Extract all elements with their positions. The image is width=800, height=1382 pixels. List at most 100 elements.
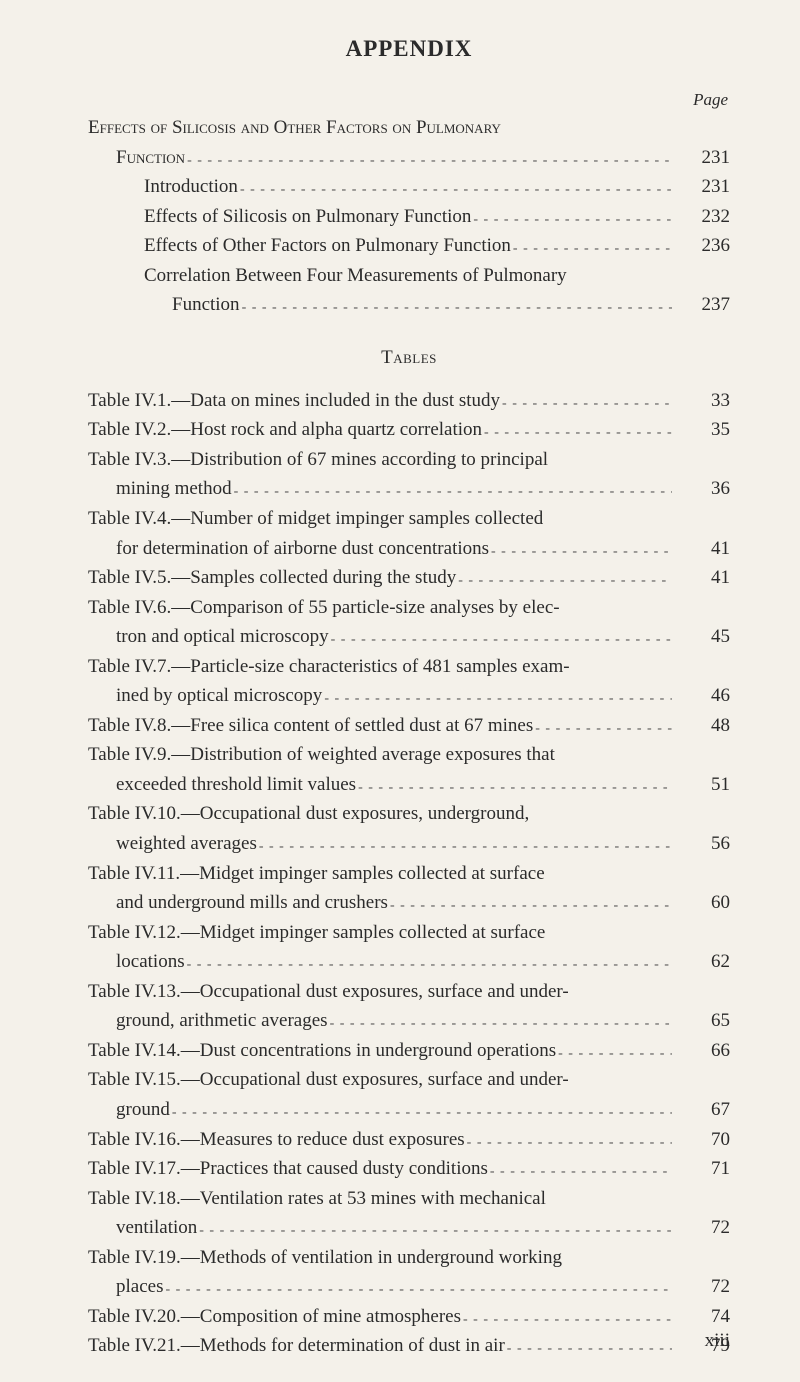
toc-label: Table IV.9.—Distribution of weighted ave… <box>88 744 555 765</box>
toc-page: 71 <box>672 1155 730 1183</box>
toc-page: 231 <box>672 173 730 201</box>
toc-label: Effects of Other Factors on Pulmonary Fu… <box>144 232 511 260</box>
toc-label: Table IV.17.—Practices that caused dusty… <box>88 1155 488 1183</box>
toc-entry-line1: Table IV.7.—Particle-size characteristic… <box>88 653 730 681</box>
toc-label: Table IV.19.—Methods of ventilation in u… <box>88 1247 562 1268</box>
toc-label: Table IV.18.—Ventilation rates at 53 min… <box>88 1188 546 1209</box>
leader-dots <box>465 1133 672 1153</box>
leader-dots <box>240 298 672 318</box>
leader-dots <box>489 542 672 562</box>
toc-page: 65 <box>672 1007 730 1035</box>
toc-page: 236 <box>672 232 730 260</box>
toc-label: Function <box>116 144 185 172</box>
toc-page: 41 <box>672 564 730 592</box>
leader-dots <box>388 896 672 916</box>
toc-label: and underground mills and crushers <box>116 889 388 917</box>
leader-dots <box>238 180 672 200</box>
toc-label: Introduction <box>144 173 238 201</box>
toc-entry-line2: places72 <box>88 1273 730 1301</box>
toc-entry-line1: Table IV.9.—Distribution of weighted ave… <box>88 741 730 769</box>
leader-dots <box>511 239 672 259</box>
leader-dots <box>163 1280 672 1300</box>
leader-dots <box>356 778 672 798</box>
toc-page: 66 <box>672 1037 730 1065</box>
toc-page: 60 <box>672 889 730 917</box>
toc-entry: Table IV.16.—Measures to reduce dust exp… <box>88 1126 730 1154</box>
toc-entry-line2: ground67 <box>88 1096 730 1124</box>
leader-dots <box>197 1221 672 1241</box>
toc-label: Table IV.6.—Comparison of 55 particle-si… <box>88 597 560 618</box>
toc-entry: Function 231 <box>88 144 730 172</box>
leader-dots <box>533 719 672 739</box>
toc-page: 41 <box>672 535 730 563</box>
leader-dots <box>185 955 672 975</box>
toc-label: Table IV.2.—Host rock and alpha quartz c… <box>88 416 482 444</box>
leader-dots <box>500 394 672 414</box>
leader-dots <box>329 630 672 650</box>
toc-entry-line2: Function 237 <box>88 291 730 319</box>
toc-page: 70 <box>672 1126 730 1154</box>
toc-label: tron and optical microscopy <box>116 623 329 651</box>
toc-entry: Table IV.17.—Practices that caused dusty… <box>88 1155 730 1183</box>
toc-page: 74 <box>672 1303 730 1331</box>
leader-dots <box>170 1103 672 1123</box>
toc-label: Table IV.12.—Midget impinger samples col… <box>88 922 545 943</box>
toc-label: Table IV.13.—Occupational dust exposures… <box>88 981 569 1002</box>
toc-entry-line2: weighted averages56 <box>88 830 730 858</box>
toc-label: Effects of Silicosis on Pulmonary Functi… <box>144 203 471 231</box>
toc-page: 46 <box>672 682 730 710</box>
leader-dots <box>505 1339 672 1359</box>
toc-label: Table IV.15.—Occupational dust exposures… <box>88 1069 569 1090</box>
leader-dots <box>488 1162 672 1182</box>
toc-entry-line2: ined by optical microscopy46 <box>88 682 730 710</box>
toc-label: Table IV.7.—Particle-size characteristic… <box>88 656 570 677</box>
toc-label: Table IV.16.—Measures to reduce dust exp… <box>88 1126 465 1154</box>
section-heading-text: Effects of Silicosis and Other Factors o… <box>88 117 501 138</box>
toc-entry: Table IV.8.—Free silica content of settl… <box>88 712 730 740</box>
toc-page: 232 <box>672 203 730 231</box>
toc-entry: Table IV.2.—Host rock and alpha quartz c… <box>88 416 730 444</box>
toc-entry-line2: exceeded threshold limit values51 <box>88 771 730 799</box>
section-heading-effects: Effects of Silicosis and Other Factors o… <box>88 114 730 142</box>
tables-heading: Tables <box>88 347 730 369</box>
toc-entry: Table IV.14.—Dust concentrations in unde… <box>88 1037 730 1065</box>
toc-entry-line1: Table IV.15.—Occupational dust exposures… <box>88 1066 730 1094</box>
toc-page: 51 <box>672 771 730 799</box>
toc-entry: Table IV.5.—Samples collected during the… <box>88 564 730 592</box>
toc-entry-line1: Table IV.18.—Ventilation rates at 53 min… <box>88 1185 730 1213</box>
toc-label: Table IV.10.—Occupational dust exposures… <box>88 803 529 824</box>
toc-page: 62 <box>672 948 730 976</box>
toc-page: 35 <box>672 416 730 444</box>
toc-label: Table IV.8.—Free silica content of settl… <box>88 712 533 740</box>
toc-label: Table IV.11.—Midget impinger samples col… <box>88 863 545 884</box>
toc-entry: Table IV.1.—Data on mines included in th… <box>88 387 730 415</box>
toc-entry-line1: Table IV.12.—Midget impinger samples col… <box>88 919 730 947</box>
leader-dots <box>556 1044 672 1064</box>
toc-entry-line2: locations62 <box>88 948 730 976</box>
toc-entry-line1: Correlation Between Four Measurements of… <box>88 262 730 290</box>
toc-label: ventilation <box>116 1214 197 1242</box>
toc-entry-line1: Table IV.11.—Midget impinger samples col… <box>88 860 730 888</box>
page-column-label: Page <box>88 90 730 110</box>
leader-dots <box>257 837 672 857</box>
toc-entry-line2: and underground mills and crushers 60 <box>88 889 730 917</box>
toc-label: Table IV.20.—Composition of mine atmosph… <box>88 1303 461 1331</box>
toc-entry-line2: tron and optical microscopy45 <box>88 623 730 651</box>
toc-label: Table IV.1.—Data on mines included in th… <box>88 387 500 415</box>
leader-dots <box>185 151 672 171</box>
leader-dots <box>482 423 672 443</box>
toc-page: 56 <box>672 830 730 858</box>
toc-entry: Introduction 231 <box>88 173 730 201</box>
leader-dots <box>461 1310 672 1330</box>
toc-label: Table IV.21.—Methods for determination o… <box>88 1332 505 1360</box>
toc-label: mining method <box>116 475 232 503</box>
toc-page: 67 <box>672 1096 730 1124</box>
toc-entry-line1: Table IV.13.—Occupational dust exposures… <box>88 978 730 1006</box>
page-folio: xiii <box>705 1330 730 1352</box>
toc-page: 72 <box>672 1273 730 1301</box>
toc-page: 237 <box>672 291 730 319</box>
toc-entry-line2: ventilation72 <box>88 1214 730 1242</box>
toc-entry: Table IV.21.—Methods for determination o… <box>88 1332 730 1360</box>
toc-page: 231 <box>672 144 730 172</box>
toc-page: 36 <box>672 475 730 503</box>
